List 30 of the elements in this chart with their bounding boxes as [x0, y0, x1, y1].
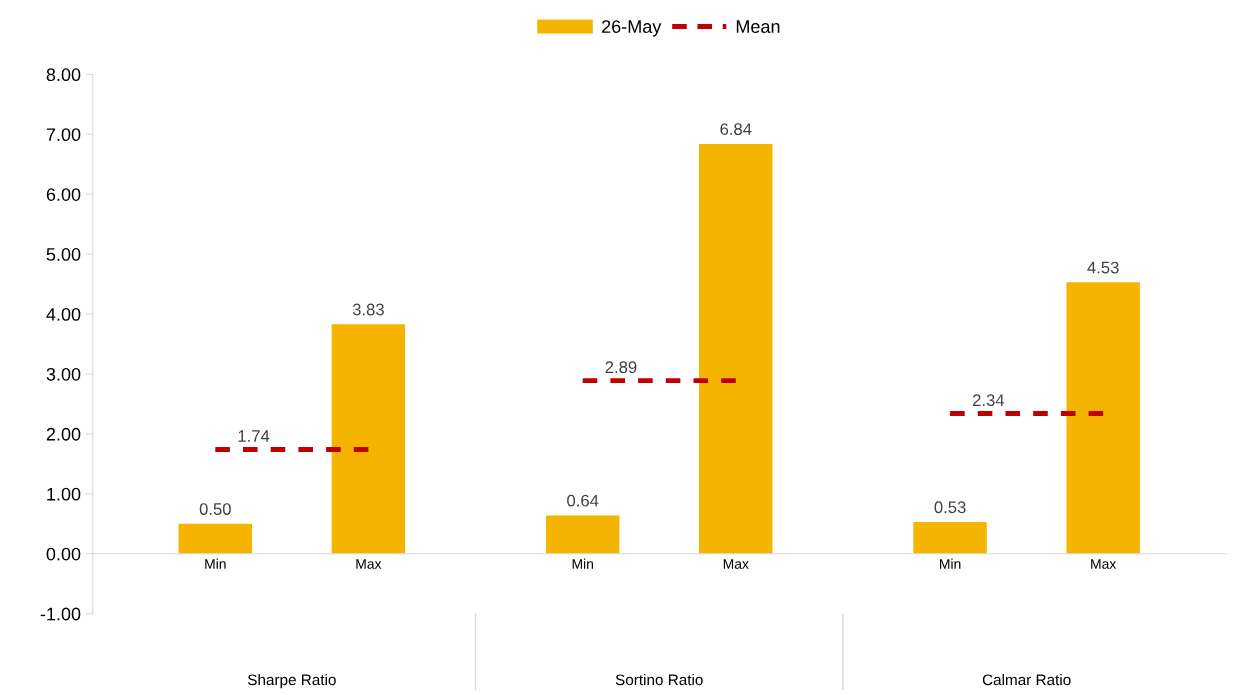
data-label: 2.89	[605, 361, 637, 374]
x-tick-label: Max	[723, 559, 749, 569]
y-tick-label: 2.00	[46, 427, 81, 441]
x-tick-label: Max	[356, 559, 382, 569]
data-label: 0.64	[567, 494, 599, 507]
data-label: 1.74	[238, 430, 270, 442]
legend-label: Mean	[736, 20, 780, 33]
data-label: 6.84	[720, 123, 752, 136]
y-tick-label: 8.00	[46, 68, 81, 82]
text: Sharpe Ratio	[247, 673, 336, 689]
text: Calmar Ratio	[982, 673, 1071, 686]
data-label: 3.83	[352, 303, 384, 316]
x-tick-label: Min	[572, 558, 593, 569]
text: Sortino Ratio	[615, 673, 703, 686]
y-tick-label: 4.00	[46, 308, 81, 321]
x-tick-label: Min	[940, 558, 961, 569]
data-label: 0.50	[199, 503, 231, 515]
y-tick-label: -1.00	[40, 607, 81, 621]
y-tick-label: 6.00	[46, 188, 81, 201]
data-label: 4.53	[1087, 261, 1119, 274]
data-label: 0.53	[934, 501, 966, 514]
y-tick-label: 7.00	[46, 128, 81, 142]
data-label: 2.34	[972, 394, 1005, 407]
y-tick-label: 0.00	[46, 547, 81, 561]
legend-label: 26-May	[602, 20, 662, 37]
x-tick-label: Max	[1091, 559, 1117, 569]
y-tick-label: 5.00	[46, 248, 81, 261]
y-tick-label: 1.00	[47, 487, 81, 501]
y-tick-label: 3.00	[46, 367, 81, 381]
x-tick-label: Min	[205, 558, 226, 569]
